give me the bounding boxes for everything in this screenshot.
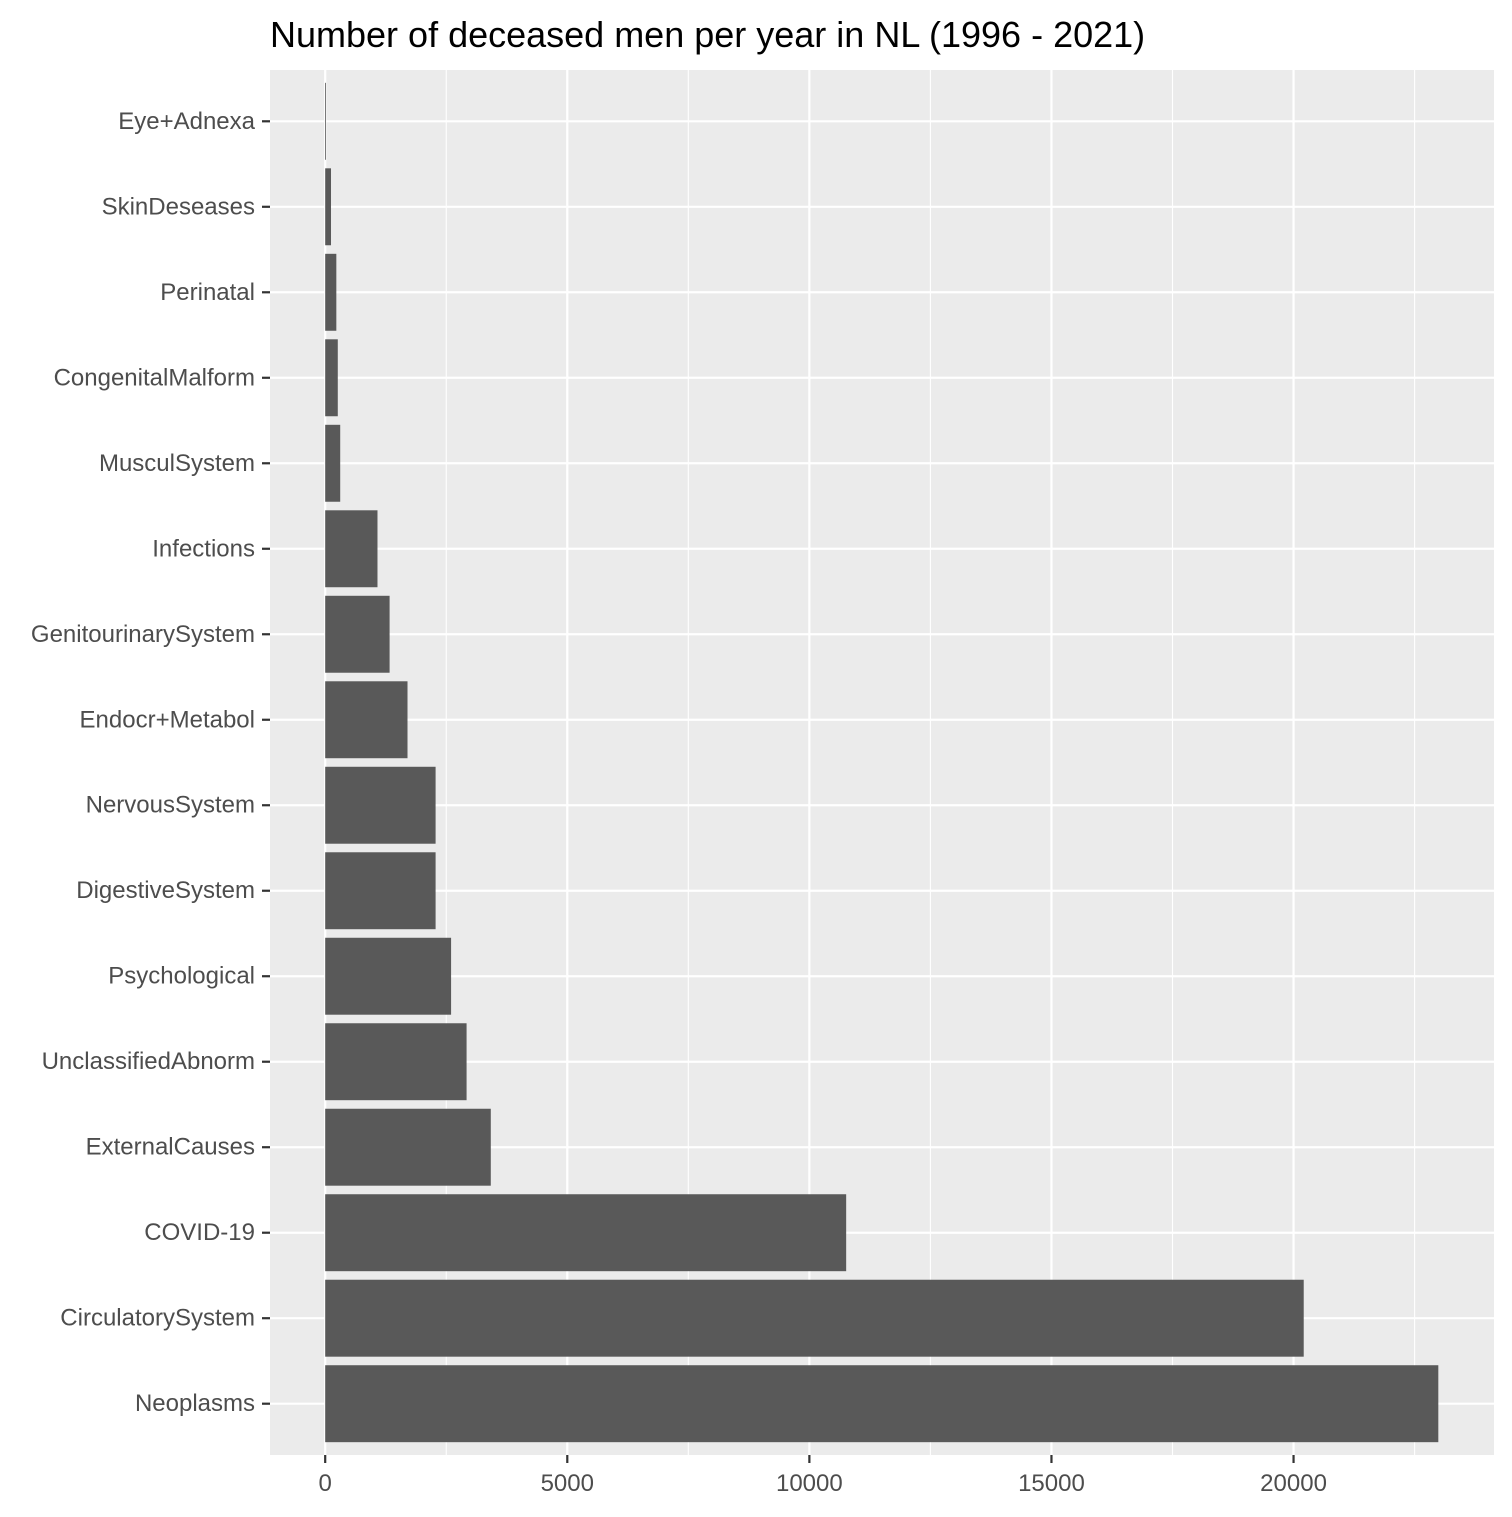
bar-nervoussystem [325, 766, 436, 844]
y-tick-label: Eye+Adnexa [118, 108, 255, 135]
bar-unclassifiedabnorm [325, 1023, 467, 1101]
bar-externalcauses [325, 1108, 491, 1186]
y-tick-label: Infections [152, 535, 255, 562]
y-tick-label: Psychological [108, 963, 255, 990]
bar-skindeseases [325, 168, 332, 246]
bar-circulatorysystem [325, 1279, 1304, 1357]
bar-genitourinarysystem [325, 595, 390, 673]
bar-musculsystem [325, 424, 341, 502]
y-tick-label: SkinDeseases [102, 193, 255, 220]
bar-psychological [325, 937, 452, 1015]
y-axis: Eye+Adnexa SkinDeseases Perinatal Congenita… [31, 108, 270, 1417]
y-tick-label: GenitourinarySystem [31, 621, 255, 648]
bar-covid-19 [325, 1194, 847, 1272]
y-tick-label: DigestiveSystem [76, 877, 255, 904]
bars [325, 82, 1439, 1443]
x-tick-label: 5000 [541, 1470, 594, 1497]
chart-title: Number of deceased men per year in NL (1… [270, 14, 1145, 55]
x-tick-label: 15000 [1018, 1470, 1085, 1497]
y-tick-label: COVID-19 [144, 1219, 255, 1246]
bar-eye-adnexa [325, 82, 326, 160]
x-tick-label: 20000 [1260, 1470, 1327, 1497]
y-tick-label: ExternalCauses [86, 1134, 255, 1161]
bar-digestivesystem [325, 852, 436, 930]
bar-infections [325, 510, 378, 588]
y-tick-label: Endocr+Metabol [80, 706, 255, 733]
x-tick-label: 10000 [776, 1470, 843, 1497]
x-tick-label: 0 [319, 1470, 332, 1497]
x-axis: 0 5000 10000 15000 20000 [319, 1455, 1327, 1497]
y-tick-label: NervousSystem [86, 792, 255, 819]
bar-endocr-metabol [325, 681, 408, 759]
y-tick-label: UnclassifiedAbnorm [42, 1048, 255, 1075]
y-tick-label: Neoplasms [135, 1390, 255, 1417]
y-tick-label: CirculatorySystem [60, 1305, 255, 1332]
bar-neoplasms [325, 1365, 1439, 1443]
y-tick-label: MusculSystem [99, 450, 255, 477]
bar-perinatal [325, 253, 337, 331]
bar-congenitalmalform [325, 339, 338, 417]
y-tick-label: CongenitalMalform [54, 364, 255, 391]
y-tick-label: Perinatal [160, 279, 255, 306]
